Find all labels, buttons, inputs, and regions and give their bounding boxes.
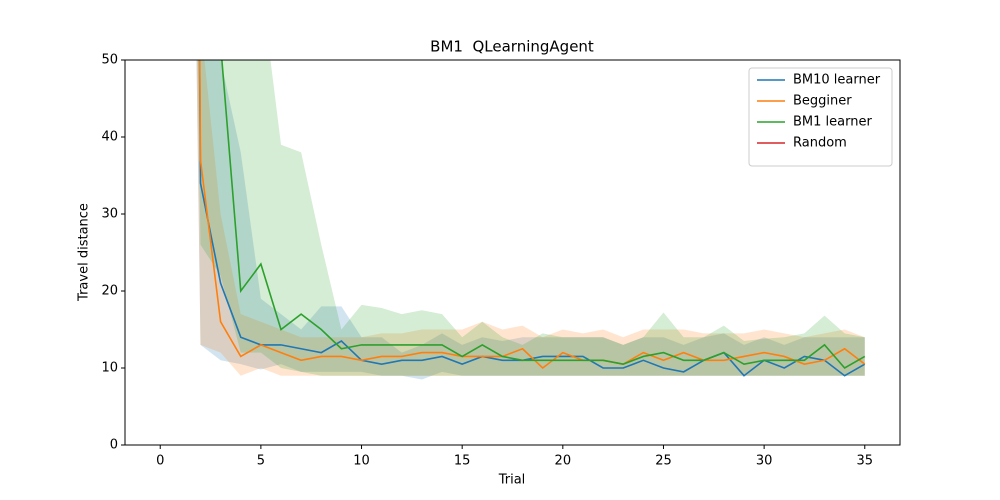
x-tick-label: 20 [555, 454, 572, 469]
x-tick-label: 15 [454, 454, 471, 469]
ticks: 0 5 10 15 20 25 30 35 0 10 20 30 40 50 [101, 53, 873, 469]
chart-title: BM1 QLearningAgent [430, 38, 594, 56]
x-tick-label: 0 [156, 454, 164, 469]
legend-box [748, 67, 893, 167]
x-axis-label: Trial [498, 473, 526, 488]
series-line [198, 60, 866, 370]
y-tick-label: 30 [101, 207, 118, 222]
legend-label: BM10 learner [793, 73, 881, 88]
legend-label: Begginer [793, 94, 852, 109]
plot-area [196, 60, 866, 380]
y-tick-label: 50 [101, 53, 118, 68]
series-line [221, 60, 866, 370]
confidence-band [196, 60, 865, 380]
y-axis-label: Travel distance [77, 203, 92, 302]
x-tick-label: 10 [353, 454, 370, 469]
legend-label: BM1 learner [793, 115, 872, 130]
x-tick-label: 5 [257, 454, 265, 469]
legend: BM10 learner Begginer BM1 learner Random [748, 67, 893, 167]
x-tick-label: 30 [756, 454, 773, 469]
axes-frame [124, 59, 901, 446]
y-tick-label: 0 [110, 438, 118, 453]
x-tick-label: 25 [655, 454, 672, 469]
x-tick-label: 35 [856, 454, 873, 469]
y-tick-label: 40 [101, 130, 118, 145]
y-tick-label: 20 [101, 284, 118, 299]
y-tick-label: 10 [101, 361, 118, 376]
legend-label: Random [793, 136, 847, 151]
